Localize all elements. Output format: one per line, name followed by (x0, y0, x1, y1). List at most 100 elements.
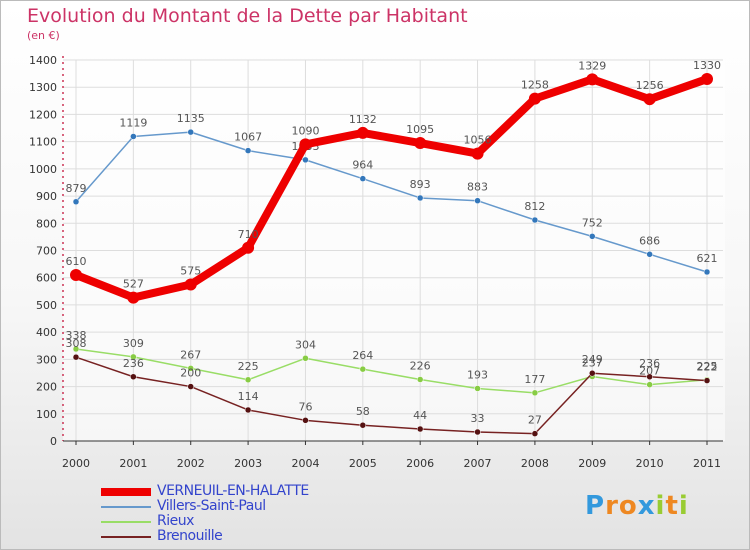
data-point (187, 365, 194, 372)
data-label: 264 (352, 349, 373, 362)
data-point (244, 376, 252, 384)
logo-letter: i (678, 491, 689, 521)
data-label: 225 (697, 360, 718, 373)
data-label: 225 (238, 360, 259, 373)
data-point (703, 268, 711, 276)
y-tick-label: 500 (36, 299, 57, 312)
logo-letter: o (618, 491, 638, 521)
x-tick-label: 2011 (693, 457, 721, 470)
data-point (302, 156, 309, 164)
data-label: 236 (123, 357, 144, 370)
data-label: 710 (238, 228, 259, 241)
data-point (531, 430, 539, 437)
data-label: 193 (467, 368, 488, 381)
data-label: 1135 (177, 112, 205, 125)
data-point (72, 353, 80, 361)
data-point (244, 406, 252, 414)
data-point (359, 421, 367, 429)
legend-swatch (101, 488, 151, 496)
data-point (359, 175, 367, 182)
data-label: 893 (410, 178, 431, 191)
data-label: 304 (295, 338, 316, 351)
legend-label: Villers-Saint-Paul (157, 498, 266, 514)
series-line (75, 356, 708, 435)
data-point (474, 385, 481, 392)
x-tick-label: 2001 (119, 457, 147, 470)
data-point (130, 373, 137, 381)
logo-letter: x (637, 491, 656, 521)
data-point (187, 128, 194, 136)
legend-swatch (101, 506, 151, 508)
data-point (646, 373, 653, 381)
data-label: 338 (66, 329, 87, 342)
data-point (244, 147, 252, 154)
y-tick-label: 900 (36, 190, 57, 203)
data-label: 1329 (578, 59, 606, 72)
data-label: 27 (528, 414, 542, 427)
data-label: 1330 (693, 59, 721, 72)
data-point (643, 93, 656, 106)
data-point (130, 133, 137, 140)
data-label: 44 (413, 409, 427, 422)
data-label: 177 (524, 373, 545, 386)
data-point (471, 147, 484, 160)
data-label: 309 (123, 337, 144, 350)
data-point (416, 425, 424, 433)
data-point (416, 376, 424, 383)
data-label: 1090 (291, 124, 319, 137)
x-tick-label: 2004 (291, 457, 319, 470)
data-label: 879 (66, 182, 87, 195)
data-label: 621 (697, 252, 718, 265)
y-tick-label: 600 (36, 272, 57, 285)
y-tick-label: 1200 (29, 108, 57, 121)
data-label: 686 (639, 234, 660, 247)
data-label: 752 (582, 216, 603, 229)
x-tick-label: 2009 (578, 457, 606, 470)
data-label: 76 (298, 400, 312, 413)
data-point (646, 251, 653, 258)
y-tick-label: 300 (36, 353, 57, 366)
logo-letter: P (585, 491, 606, 521)
y-tick-label: 100 (36, 408, 57, 421)
data-label: 267 (180, 348, 201, 361)
data-point (589, 233, 596, 240)
y-tick-label: 800 (36, 217, 57, 230)
data-point (531, 389, 539, 397)
data-point (70, 268, 82, 281)
data-label: 610 (66, 255, 87, 268)
chart-title: Evolution du Montant de la Dette par Hab… (27, 5, 468, 27)
data-point (531, 216, 539, 224)
data-label: 33 (471, 412, 485, 425)
data-point (414, 137, 427, 150)
data-point (474, 428, 481, 436)
data-point (589, 369, 596, 377)
chart-subtitle: (en €) (27, 29, 60, 42)
legend-label: Brenouille (157, 528, 223, 544)
y-tick-label: 1000 (29, 163, 57, 176)
y-tick-label: 0 (50, 435, 57, 448)
data-label: 1095 (406, 123, 434, 136)
data-label: 58 (356, 405, 370, 418)
x-tick-label: 2007 (464, 457, 492, 470)
data-point (127, 291, 140, 304)
data-point (184, 278, 197, 291)
data-label: 1256 (636, 79, 664, 92)
data-point (359, 365, 367, 373)
logo-letter: t (665, 491, 679, 521)
data-point (242, 241, 255, 254)
data-point (703, 377, 711, 384)
data-point (130, 353, 137, 361)
legend-label: VERNEUIL-EN-HALATTE (157, 483, 309, 499)
x-tick-label: 2002 (177, 457, 205, 470)
y-tick-label: 700 (36, 245, 57, 258)
data-point (416, 194, 424, 202)
data-point (701, 73, 713, 86)
data-point (72, 345, 80, 353)
data-point (586, 73, 599, 86)
series-line (72, 75, 711, 302)
data-label: 237 (582, 357, 603, 370)
data-point (299, 138, 312, 151)
data-label: 883 (467, 181, 488, 194)
data-point (302, 355, 309, 362)
